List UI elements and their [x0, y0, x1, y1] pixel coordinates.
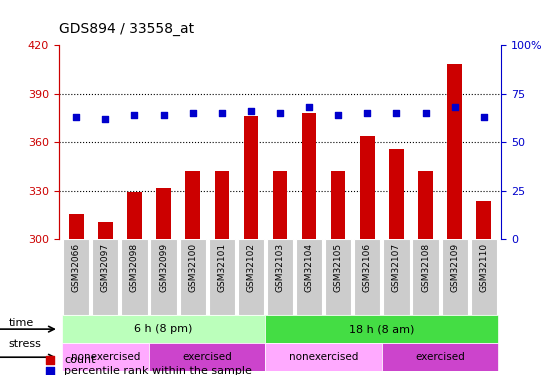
Bar — [265, 343, 382, 371]
Point — [101, 116, 110, 122]
Bar — [238, 240, 264, 315]
Point — [217, 110, 226, 116]
Bar — [265, 315, 498, 343]
Text: GSM32108: GSM32108 — [421, 243, 430, 292]
Bar — [325, 240, 351, 315]
Point — [276, 110, 284, 116]
Bar — [267, 240, 293, 315]
Bar — [477, 201, 491, 240]
Text: nonexercised: nonexercised — [71, 352, 140, 362]
Bar — [63, 240, 90, 315]
Bar — [122, 240, 148, 315]
Bar — [185, 171, 200, 240]
Text: exercised: exercised — [183, 352, 232, 362]
Bar — [447, 64, 462, 240]
Text: GSM32097: GSM32097 — [101, 243, 110, 292]
Text: 18 h (8 am): 18 h (8 am) — [349, 324, 414, 334]
Bar — [441, 240, 468, 315]
Bar — [412, 240, 438, 315]
Bar — [384, 240, 409, 315]
Bar — [98, 222, 113, 240]
Bar — [62, 315, 265, 343]
Bar — [69, 213, 83, 240]
Point — [72, 114, 81, 120]
Point — [305, 104, 314, 110]
Bar — [360, 136, 375, 240]
Bar — [149, 343, 265, 371]
Point — [479, 114, 488, 120]
Bar — [180, 240, 206, 315]
Text: stress: stress — [8, 339, 41, 349]
Point — [421, 110, 430, 116]
Bar — [151, 240, 176, 315]
Text: percentile rank within the sample: percentile rank within the sample — [64, 366, 252, 375]
Point — [46, 368, 55, 374]
Point — [450, 104, 459, 110]
Bar — [209, 240, 235, 315]
Bar — [127, 192, 142, 240]
Point — [46, 357, 55, 363]
Text: GDS894 / 33558_at: GDS894 / 33558_at — [59, 22, 194, 36]
Bar — [62, 343, 149, 371]
Bar — [214, 171, 229, 240]
Text: GSM32109: GSM32109 — [450, 243, 459, 292]
Text: GSM32107: GSM32107 — [392, 243, 401, 292]
Bar — [296, 240, 322, 315]
Point — [392, 110, 401, 116]
Point — [159, 112, 168, 118]
Bar — [244, 116, 258, 240]
Point — [130, 112, 139, 118]
Text: nonexercised: nonexercised — [289, 352, 358, 362]
Bar — [302, 113, 316, 240]
Text: count: count — [64, 354, 96, 364]
Point — [363, 110, 372, 116]
Text: GSM32102: GSM32102 — [246, 243, 255, 292]
Text: GSM32104: GSM32104 — [305, 243, 314, 292]
Bar — [273, 171, 287, 240]
Bar — [331, 171, 346, 240]
Text: GSM32100: GSM32100 — [188, 243, 197, 292]
Text: time: time — [8, 318, 34, 328]
Text: GSM32110: GSM32110 — [479, 243, 488, 292]
Bar — [354, 240, 380, 315]
Bar — [382, 343, 498, 371]
Text: GSM32099: GSM32099 — [159, 243, 168, 292]
Text: GSM32103: GSM32103 — [276, 243, 284, 292]
Text: GSM32098: GSM32098 — [130, 243, 139, 292]
Point — [246, 108, 255, 114]
Text: GSM32106: GSM32106 — [363, 243, 372, 292]
Text: GSM32066: GSM32066 — [72, 243, 81, 292]
Bar — [156, 188, 171, 240]
Bar — [418, 171, 433, 240]
Text: 6 h (8 pm): 6 h (8 pm) — [134, 324, 193, 334]
Bar — [389, 149, 404, 240]
Text: GSM32105: GSM32105 — [334, 243, 343, 292]
Point — [188, 110, 197, 116]
Point — [334, 112, 343, 118]
Text: exercised: exercised — [415, 352, 465, 362]
Bar — [470, 240, 497, 315]
Bar — [92, 240, 119, 315]
Text: GSM32101: GSM32101 — [217, 243, 226, 292]
